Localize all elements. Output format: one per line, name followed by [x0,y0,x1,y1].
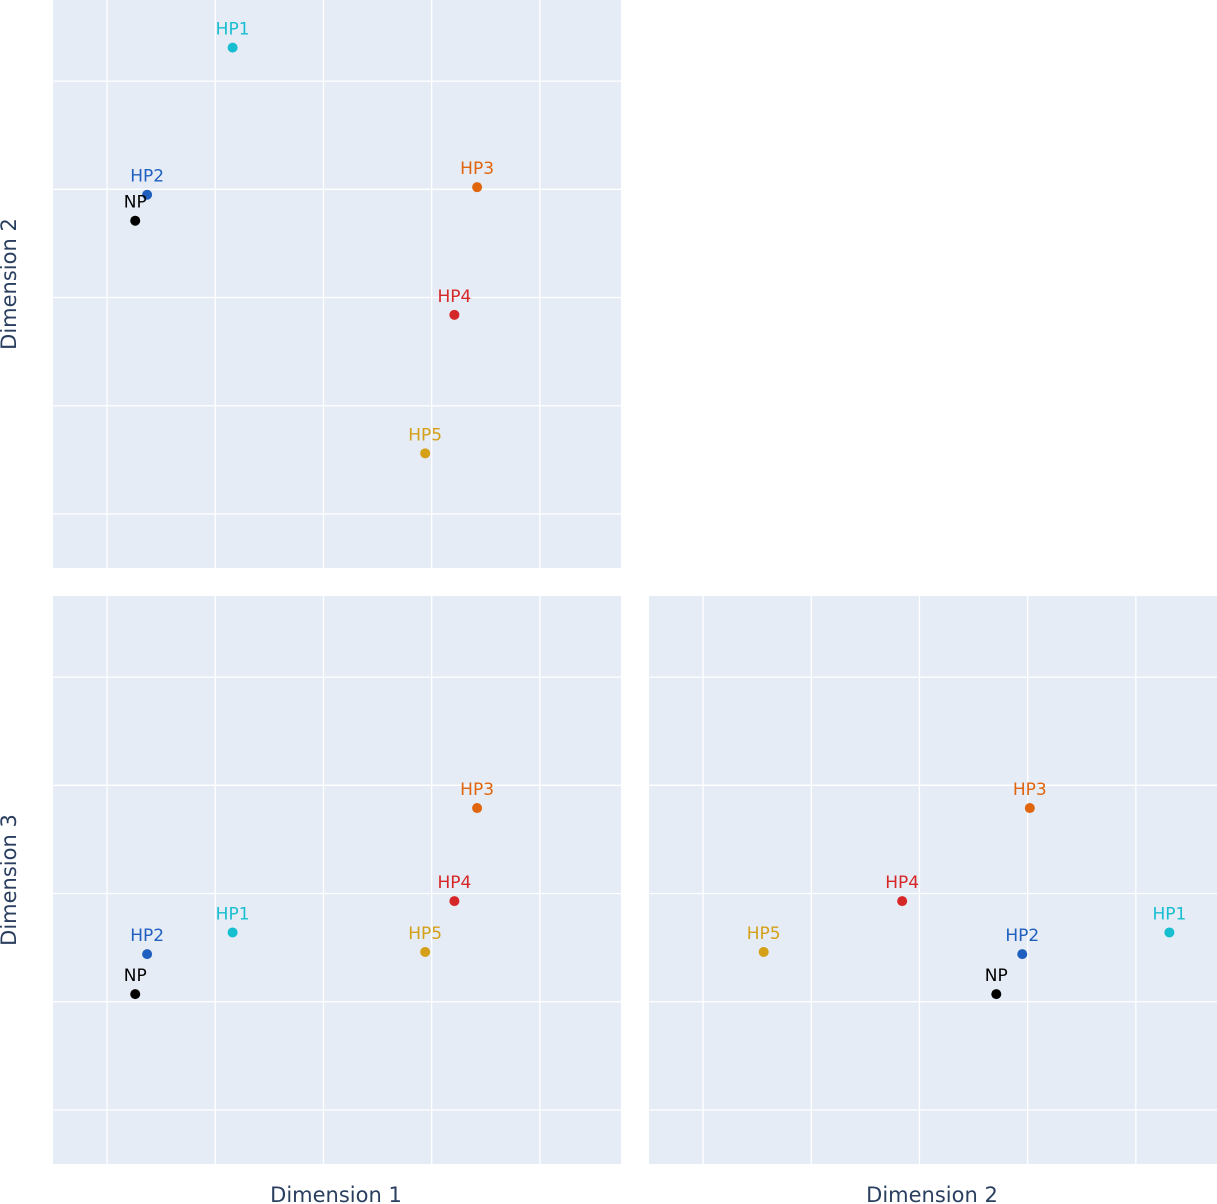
point-hp1[interactable] [227,927,238,938]
point-hp2[interactable] [1017,949,1028,960]
point-label-hp5: HP5 [408,924,442,944]
panel-top-left: HP1 HP2 NP HP3 HP4 HP5 [53,0,621,568]
point-hp4[interactable] [449,309,460,320]
y-axis-title-dimension-2: Dimension 2 [0,218,21,350]
point-label-hp4: HP4 [885,873,919,893]
point-label-np: NP [985,966,1008,986]
plot-area-bottom-left [53,596,621,1164]
plot-area-bottom-right [649,596,1217,1164]
point-hp4[interactable] [897,896,908,907]
point-label-hp1: HP1 [216,904,250,924]
point-label-hp5: HP5 [408,425,442,445]
point-hp1[interactable] [1164,927,1175,938]
plot-area-top-left [53,0,621,568]
point-np[interactable] [991,989,1002,1000]
x-axis-title-dimension-2: Dimension 2 [866,1183,998,1204]
point-label-hp5: HP5 [747,924,781,944]
point-hp2[interactable] [142,189,153,200]
point-label-hp3: HP3 [460,780,494,800]
point-hp3[interactable] [1024,803,1035,814]
point-label-hp2: HP2 [1005,926,1039,946]
point-np[interactable] [130,989,141,1000]
point-label-hp2: HP2 [130,926,164,946]
point-hp1[interactable] [227,42,238,53]
point-hp5[interactable] [420,448,431,459]
point-label-hp1: HP1 [1152,904,1186,924]
panel-bottom-right: HP1 HP2 NP HP3 HP4 HP5 [649,596,1217,1164]
point-np[interactable] [130,215,141,226]
panel-bottom-left: HP1 HP2 NP HP3 HP4 HP5 [53,596,621,1164]
point-label-hp4: HP4 [437,287,471,307]
x-axis-title-dimension-1: Dimension 1 [270,1183,402,1204]
point-hp3[interactable] [472,803,483,814]
point-label-hp1: HP1 [216,20,250,40]
point-hp5[interactable] [420,946,431,957]
point-hp3[interactable] [472,182,483,193]
point-label-hp2: HP2 [130,167,164,187]
y-axis-title-dimension-3: Dimension 3 [0,814,21,946]
point-hp4[interactable] [449,896,460,907]
point-label-np: NP [124,193,147,213]
point-label-hp3: HP3 [1013,780,1047,800]
point-label-hp4: HP4 [437,873,471,893]
point-hp5[interactable] [758,946,769,957]
point-label-np: NP [124,966,147,986]
point-label-hp3: HP3 [460,159,494,179]
point-hp2[interactable] [142,949,153,960]
